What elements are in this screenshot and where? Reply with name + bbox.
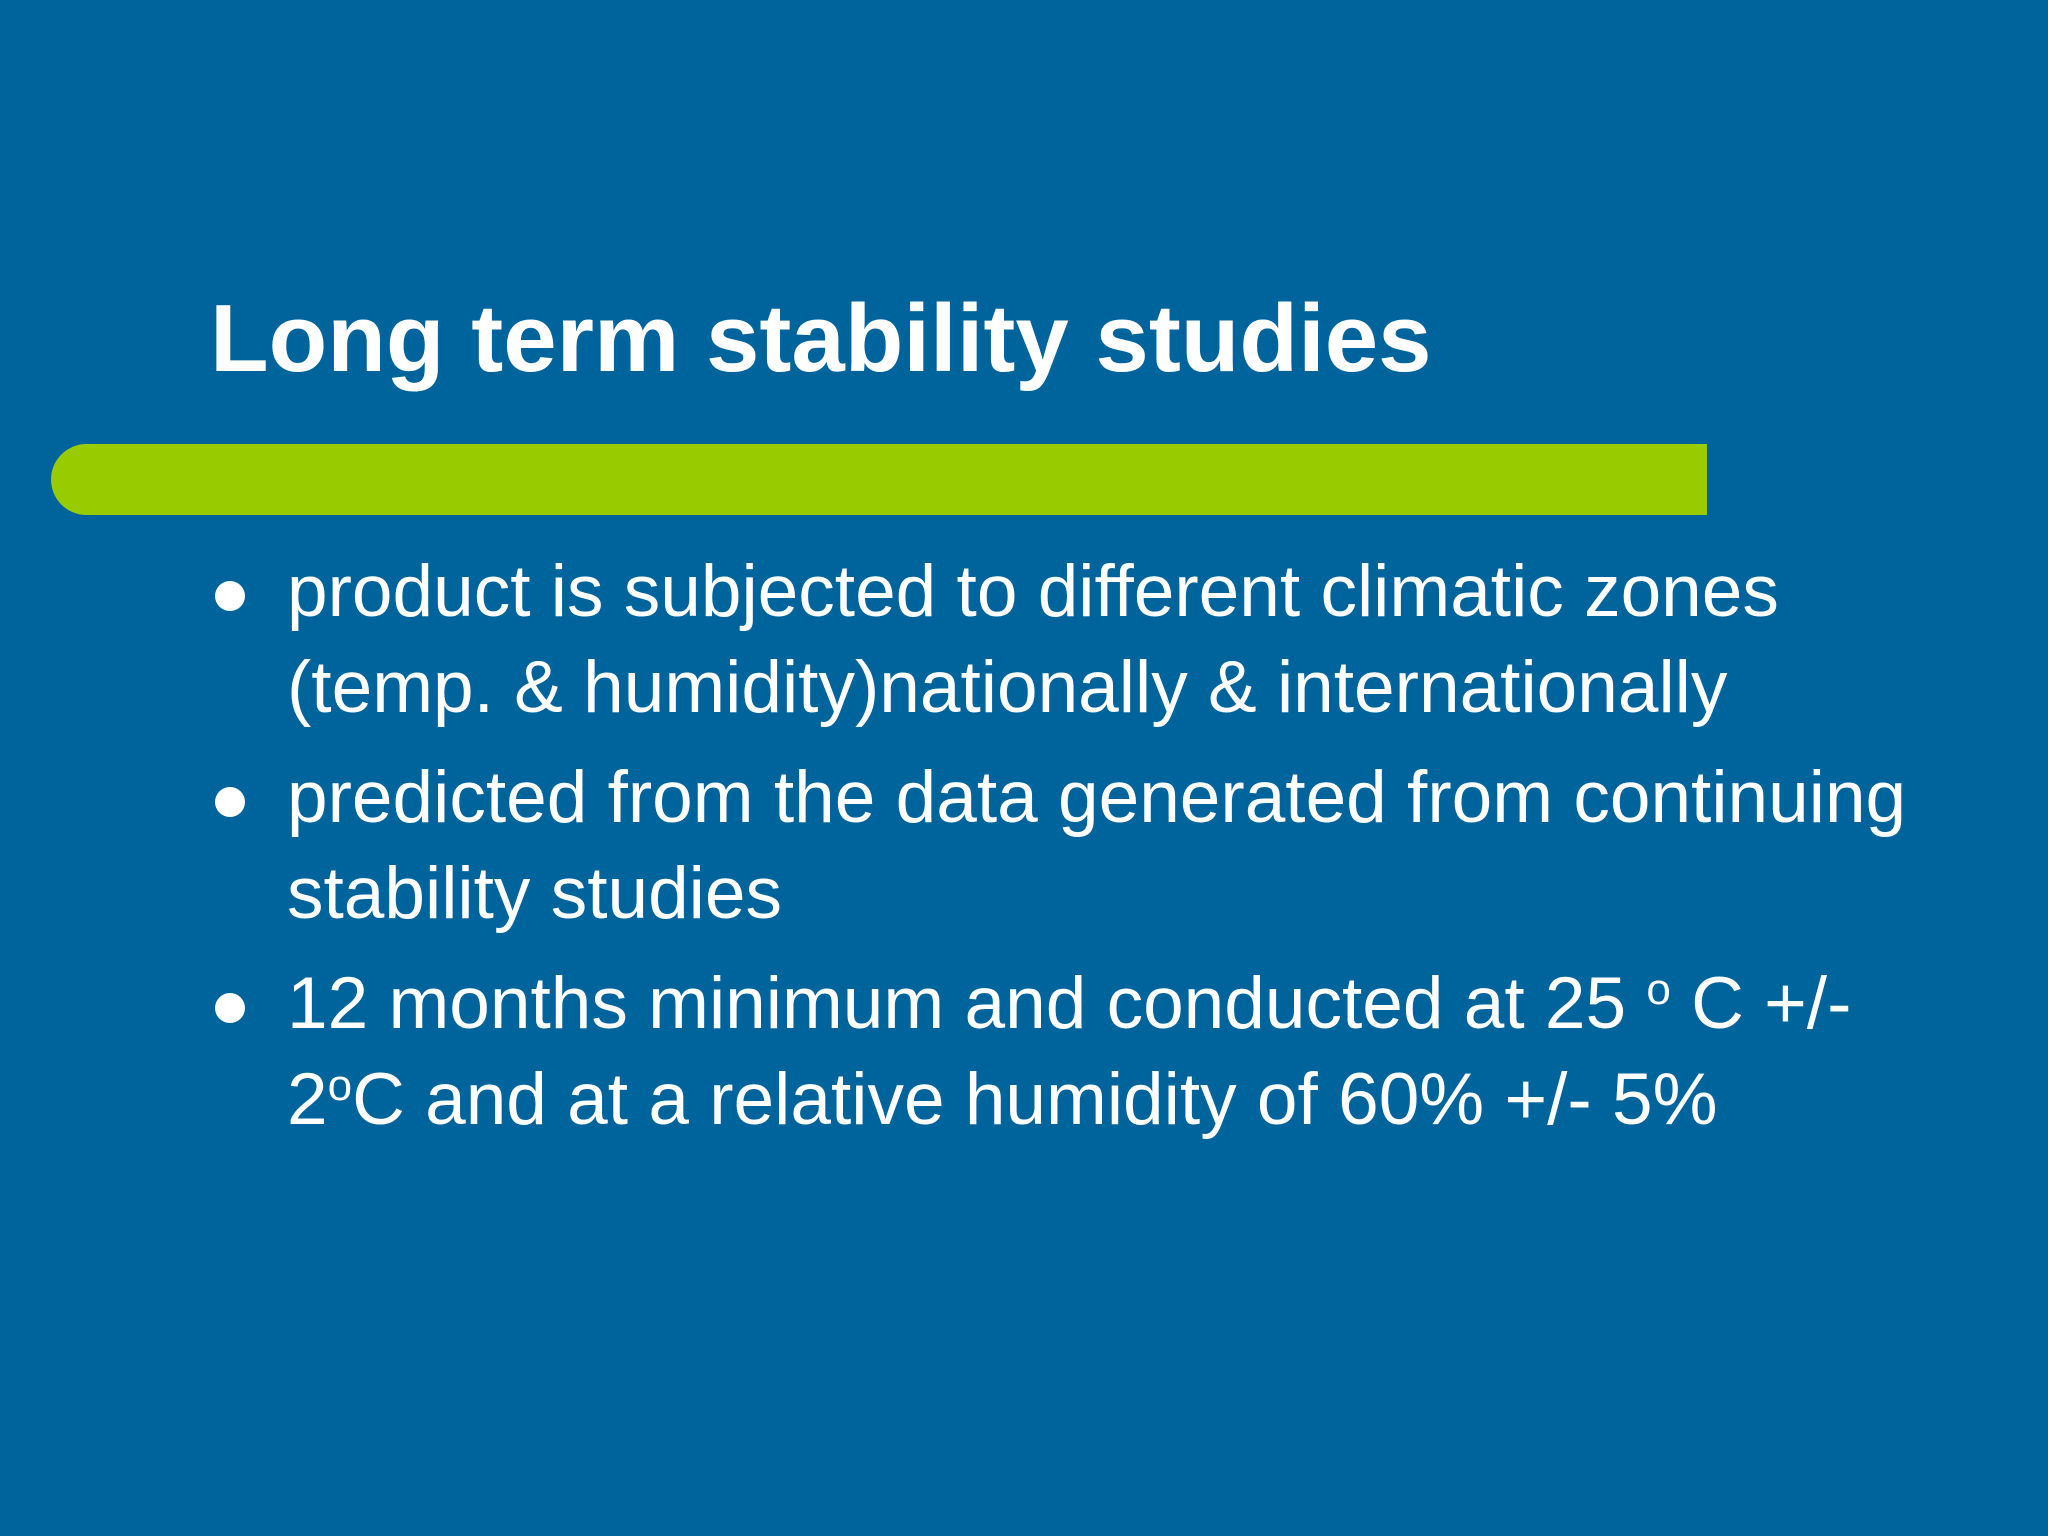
bullet-text: product is subjected to different climat…: [287, 551, 1779, 728]
bullet-item-3: 12 months minimum and conducted at 25 o …: [210, 956, 1910, 1148]
degree-superscript: o: [1646, 965, 1671, 1014]
bullet-text-part2: C +/- 2: [287, 963, 1852, 1140]
bullet-dot-icon: [215, 581, 245, 611]
accent-bar: [51, 444, 1707, 515]
bullet-item-1: product is subjected to different climat…: [210, 544, 1910, 736]
bullet-text: predicted from the data generated from c…: [287, 757, 1907, 934]
bullet-item-2: predicted from the data generated from c…: [210, 750, 1910, 942]
bullet-dot-icon: [215, 787, 245, 817]
bullet-text-part3: C and at a relative humidity of 60% +/- …: [352, 1059, 1718, 1140]
degree-superscript: o: [327, 1061, 353, 1110]
bullet-list: product is subjected to different climat…: [210, 544, 1910, 1162]
bullet-dot-icon: [215, 993, 245, 1023]
slide-title: Long term stability studies: [210, 285, 1432, 392]
bullet-text-part1: 12 months minimum and conducted at 25: [287, 963, 1647, 1044]
